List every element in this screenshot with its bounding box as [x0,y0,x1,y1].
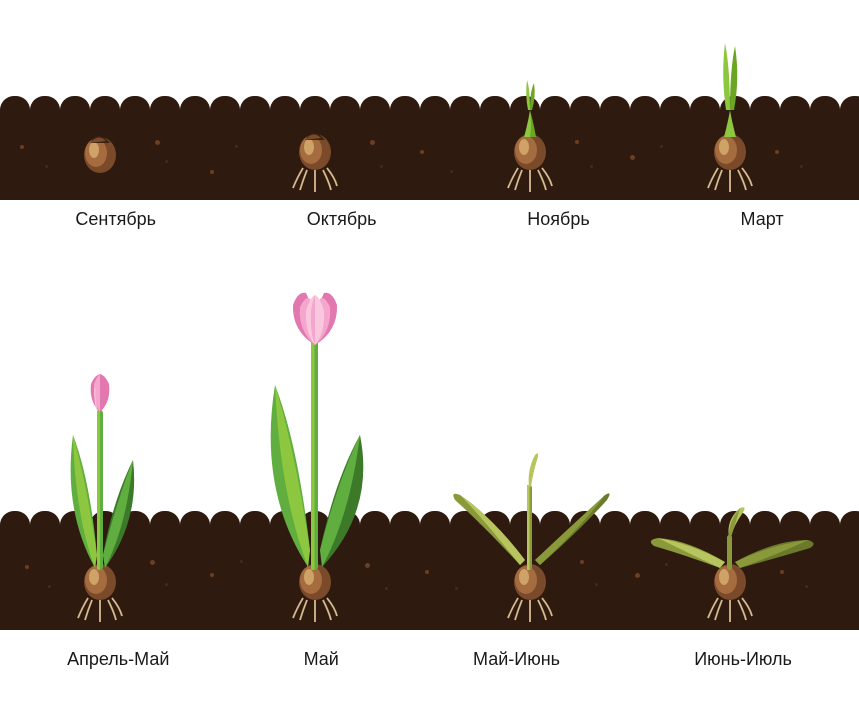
stage-june-july [630,330,830,630]
label-november: Ноябрь [527,209,589,230]
stage-april-may [0,330,200,630]
label-may-june: Май-Июнь [473,649,560,670]
growth-row-top: Сентябрь Октябрь Ноябрь Март [0,0,859,240]
stage-may-june [430,330,630,630]
label-june-july: Июнь-Июль [694,649,792,670]
bulb-sprout-icon [700,40,760,195]
growth-row-bottom: Апрель-Май Май Май-Июнь Июнь-Июль [0,330,859,670]
label-september: Сентябрь [75,209,156,230]
labels-row-bottom: Апрель-Май Май Май-Июнь Июнь-Июль [0,649,859,670]
stage-may [215,330,415,630]
tulip-wilting-icon [445,415,615,625]
tulip-bud-icon [45,320,155,625]
label-april-may: Апрель-Май [67,649,169,670]
bulb-icon [80,125,120,175]
bulb-tiny-sprout-icon [500,75,560,195]
tulip-dead-icon [640,450,820,625]
label-march: Март [741,209,784,230]
bulb-with-roots-icon [285,120,345,195]
labels-row-top: Сентябрь Октябрь Ноябрь Март [0,209,859,230]
label-may: Май [304,649,339,670]
label-october: Октябрь [307,209,377,230]
tulip-flower-icon [240,285,390,625]
